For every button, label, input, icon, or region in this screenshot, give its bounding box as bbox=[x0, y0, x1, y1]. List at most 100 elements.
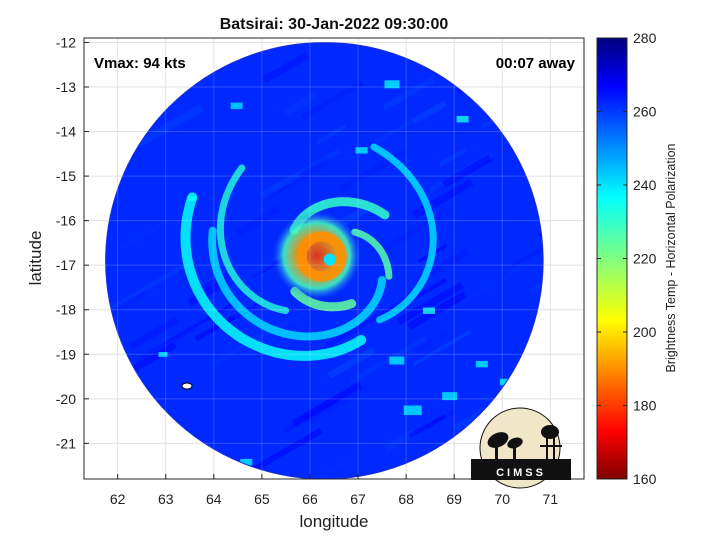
scan-texture bbox=[326, 300, 404, 348]
convective-cell bbox=[422, 307, 435, 314]
scan-texture bbox=[441, 154, 493, 188]
scan-texture bbox=[349, 335, 428, 384]
x-tick-label: 70 bbox=[494, 491, 510, 507]
colorbar-tick-label: 240 bbox=[633, 177, 657, 193]
scan-texture bbox=[438, 147, 468, 167]
colorbar-tick-label: 200 bbox=[633, 324, 657, 340]
y-tick-label: -17 bbox=[56, 257, 76, 273]
y-tick-label: -19 bbox=[56, 346, 76, 362]
rainband bbox=[180, 192, 367, 361]
colorbar-tick-label: 160 bbox=[633, 471, 657, 487]
scan-texture bbox=[416, 248, 470, 283]
satellite-dish-icon bbox=[487, 432, 523, 460]
y-axis-label: latitude bbox=[26, 231, 45, 286]
scan-texture bbox=[510, 245, 544, 269]
logo-text: CIMSS bbox=[496, 467, 546, 479]
convective-cell bbox=[442, 392, 458, 401]
convective-cell bbox=[355, 147, 368, 154]
convective-cell bbox=[158, 352, 168, 357]
x-tick-label: 64 bbox=[206, 491, 222, 507]
x-tick-label: 63 bbox=[158, 491, 174, 507]
scan-texture bbox=[408, 414, 446, 438]
rainband bbox=[208, 226, 387, 341]
vmax-annotation: Vmax: 94 kts bbox=[94, 55, 186, 72]
scan-texture bbox=[132, 103, 205, 150]
scan-texture bbox=[291, 381, 362, 427]
scan-texture bbox=[373, 108, 433, 145]
convective-cell bbox=[187, 196, 197, 201]
colorbar-label: Brightness Temp - Horizontal Polarizatio… bbox=[664, 143, 678, 372]
x-tick-label: 71 bbox=[543, 491, 559, 507]
convective-cell bbox=[384, 80, 400, 89]
eye bbox=[323, 253, 336, 266]
eyewall bbox=[296, 231, 347, 282]
colorbar-tick-label: 280 bbox=[633, 30, 657, 46]
y-tick-label: -15 bbox=[56, 168, 76, 184]
convective-cell bbox=[389, 356, 405, 365]
scan-texture bbox=[412, 329, 472, 366]
scan-texture bbox=[242, 427, 323, 478]
convective-cell bbox=[240, 458, 253, 466]
convective-cell bbox=[403, 405, 422, 416]
y-tick-label: -14 bbox=[56, 124, 76, 140]
scan-texture bbox=[106, 289, 148, 318]
colorbar bbox=[596, 37, 628, 480]
scan-texture bbox=[453, 407, 489, 432]
chart-title: Batsirai: 30-Jan-2022 09:30:00 bbox=[220, 16, 449, 33]
time-offset-annotation: 00:07 away bbox=[496, 55, 576, 72]
scan-texture bbox=[109, 263, 187, 311]
y-tick-label: -20 bbox=[56, 391, 76, 407]
x-tick-label: 68 bbox=[398, 491, 414, 507]
scan-texture bbox=[262, 51, 310, 84]
scan-texture bbox=[415, 330, 448, 353]
rainband bbox=[351, 228, 393, 280]
scan-texture bbox=[396, 281, 465, 326]
convective-cell bbox=[456, 115, 469, 123]
colorbar-tick-label: 180 bbox=[633, 398, 657, 414]
x-tick-label: 66 bbox=[302, 491, 318, 507]
scan-texture bbox=[406, 291, 467, 331]
y-tick-label: -16 bbox=[56, 213, 76, 229]
island-marker bbox=[181, 382, 193, 390]
logo-banner bbox=[471, 459, 571, 480]
scan-texture bbox=[384, 429, 416, 452]
y-tick-label: -21 bbox=[56, 435, 76, 451]
scan-texture bbox=[460, 263, 528, 304]
convective-cell bbox=[230, 102, 243, 109]
scan-texture bbox=[260, 171, 301, 199]
rainband bbox=[370, 143, 437, 324]
scan-texture bbox=[315, 459, 349, 479]
x-tick-label: 69 bbox=[446, 491, 462, 507]
scan-texture bbox=[301, 80, 365, 120]
rainband bbox=[216, 164, 290, 315]
y-axis-ticks: -12 -13 -14 -15 -16 -17 -18 -19 -20 -21 bbox=[56, 34, 89, 451]
x-tick-label: 67 bbox=[350, 491, 366, 507]
scan-texture bbox=[134, 325, 197, 365]
scan-texture bbox=[236, 257, 277, 285]
cimss-logo: CIMSS bbox=[471, 407, 571, 489]
scan-texture bbox=[327, 347, 376, 379]
scan-texture bbox=[128, 316, 180, 350]
scan-texture bbox=[380, 207, 453, 253]
x-tick-label: 65 bbox=[254, 491, 270, 507]
scan-texture bbox=[382, 76, 436, 111]
x-axis-ticks: 62 63 64 65 66 67 68 69 70 71 bbox=[110, 474, 558, 507]
colorbar-tick-label: 220 bbox=[633, 251, 657, 267]
colorbar-tick-label: 260 bbox=[633, 104, 657, 120]
convective-cell bbox=[475, 360, 488, 368]
scan-texture bbox=[283, 92, 318, 117]
y-tick-label: -18 bbox=[56, 302, 76, 318]
water-tower-icon bbox=[540, 425, 562, 460]
y-tick-label: -12 bbox=[56, 34, 76, 50]
scan-texture bbox=[305, 385, 369, 425]
scan-texture bbox=[235, 205, 281, 237]
inner-core bbox=[272, 211, 361, 300]
rainband bbox=[290, 286, 357, 312]
colorbar-ticks: 160 180 200 220 240 260 280 bbox=[597, 30, 657, 487]
x-tick-label: 62 bbox=[110, 491, 126, 507]
y-tick-label: -13 bbox=[56, 79, 76, 95]
plot-frame bbox=[83, 37, 585, 480]
scan-texture bbox=[316, 124, 347, 145]
x-axis-label: longitude bbox=[299, 512, 368, 531]
